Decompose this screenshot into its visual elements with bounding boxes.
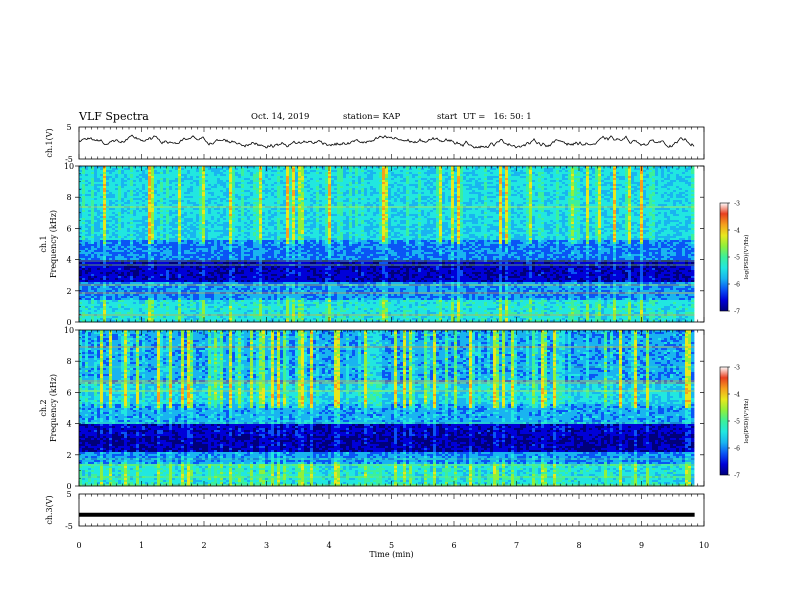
colorbar-tick-label: -6 xyxy=(734,282,740,289)
ytick-label: 8 xyxy=(66,193,71,202)
colorbar-tick-label: -7 xyxy=(734,473,740,480)
ylabel-frequency: Frequency (kHz) xyxy=(49,210,58,278)
colorbar-tick-label: -5 xyxy=(734,255,740,262)
xtick-label: 3 xyxy=(264,541,269,550)
ytick-label: 4 xyxy=(66,420,71,429)
xtick-label: 0 xyxy=(76,541,81,550)
xaxis-title: Time (min) xyxy=(369,550,413,559)
ytick-label: 6 xyxy=(66,388,71,397)
colorbar-tick-label: -3 xyxy=(734,201,740,208)
ylabel-channel: ch.2 xyxy=(39,399,48,416)
colorbar-label: log(PSD)(V²/Hz) xyxy=(743,235,750,280)
colorbar-tick-label: -4 xyxy=(734,228,740,235)
vlf-spectra-figure: 0246810ch.1 Frequency (kHz)0246810ch.2 Fre… xyxy=(0,0,792,612)
xtick-label: 10 xyxy=(699,541,709,550)
ytick-label: 4 xyxy=(66,256,71,265)
ytick-label: 2 xyxy=(66,287,71,296)
ylabel-waveform: ch.1(V) xyxy=(45,128,54,157)
ytick-label: 2 xyxy=(66,451,71,460)
ytick-label: 8 xyxy=(66,357,71,366)
xtick-label: 1 xyxy=(139,541,144,550)
ytick-label: 5 xyxy=(66,123,71,132)
xtick-label: 7 xyxy=(514,541,519,550)
ytick-label: 10 xyxy=(64,326,74,335)
xtick-label: 2 xyxy=(201,541,206,550)
ytick-label: 5 xyxy=(66,490,71,499)
colorbar-label: log(PSD)(V²/Hz) xyxy=(743,399,750,444)
xtick-label: 9 xyxy=(639,541,644,550)
ylabel-channel: ch.1 xyxy=(39,235,48,252)
xtick-label: 8 xyxy=(576,541,581,550)
xtick-label: 4 xyxy=(326,541,331,550)
ytick-label: -5 xyxy=(65,522,73,531)
colorbar-tick-label: -3 xyxy=(734,365,740,372)
spectrogram-ch2 xyxy=(79,330,704,486)
colorbar-2 xyxy=(720,367,728,475)
ytick-label: -5 xyxy=(65,155,73,164)
colorbar-tick-label: -6 xyxy=(734,446,740,453)
ylabel-frequency: Frequency (kHz) xyxy=(49,374,58,442)
spectrogram-ch1 xyxy=(79,166,704,322)
xtick-label: 6 xyxy=(451,541,456,550)
ylabel-waveform: ch.3(V) xyxy=(45,495,54,524)
xtick-label: 5 xyxy=(389,541,394,550)
colorbar-tick-label: -5 xyxy=(734,419,740,426)
ch1-waveform-line xyxy=(79,135,694,148)
ytick-label: 6 xyxy=(66,224,71,233)
colorbar-tick-label: -7 xyxy=(734,309,740,316)
colorbar-1 xyxy=(720,203,728,311)
colorbar-tick-label: -4 xyxy=(734,392,740,399)
